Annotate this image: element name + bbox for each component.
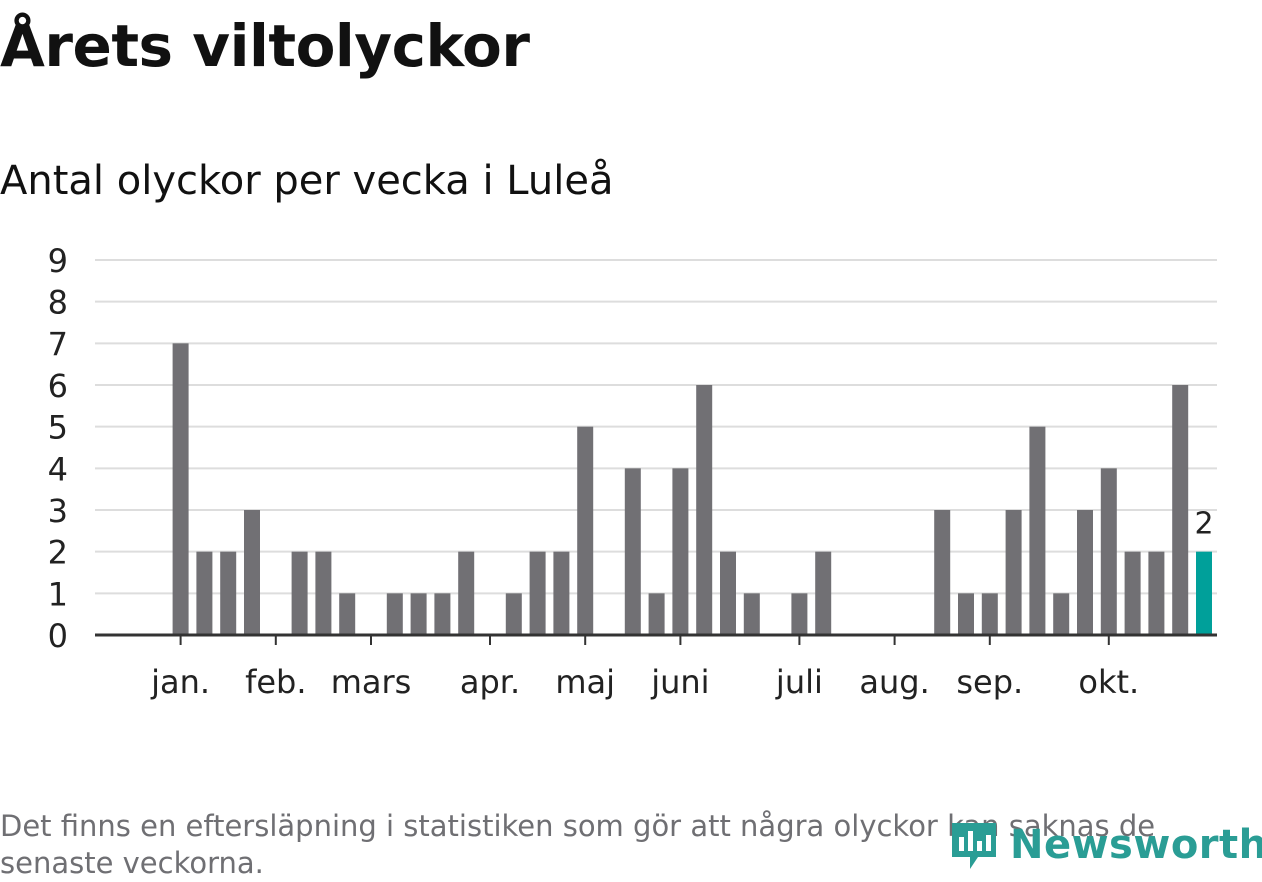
newsworthy-logo-icon — [952, 823, 996, 869]
bar — [958, 593, 974, 635]
bar — [386, 593, 403, 635]
bar — [791, 593, 808, 635]
y-axis-ticks: 0 12 3 45 6 78 9 — [48, 242, 68, 655]
grid-lines — [95, 259, 1217, 595]
bar — [244, 510, 260, 635]
x-tick-label: jan. — [150, 663, 210, 701]
bar — [672, 468, 689, 635]
bar — [172, 343, 189, 635]
x-tick-label: okt. — [1078, 663, 1139, 701]
bar — [1100, 468, 1117, 635]
x-tick-label: mars — [331, 663, 412, 701]
bar — [815, 551, 832, 635]
bar — [934, 510, 951, 635]
y-tick-label: 9 — [48, 242, 68, 280]
bar — [624, 468, 641, 635]
y-tick-label: 5 — [48, 409, 68, 447]
chart-subtitle: Antal olyckor per vecka i Luleå — [0, 158, 614, 204]
x-axis: jan. feb. mars apr. maj juni juli aug. sep. okt. — [95, 633, 1217, 701]
bar — [577, 426, 594, 635]
bar — [720, 551, 736, 635]
chart-title: Årets viltolyckor — [0, 12, 530, 80]
y-tick-label: 6 — [48, 367, 68, 405]
bar — [553, 551, 570, 635]
bar — [1029, 426, 1046, 635]
y-tick-label: 2 — [48, 534, 68, 572]
bar — [434, 593, 451, 635]
newsworthy-logo-text: Newsworthy — [1010, 822, 1262, 868]
bar — [196, 551, 213, 635]
bar — [291, 551, 308, 635]
bar — [1124, 551, 1141, 635]
x-tick-label: sep. — [956, 663, 1023, 701]
bar — [1172, 385, 1189, 635]
bar — [1077, 510, 1093, 635]
bar — [458, 551, 475, 635]
bar — [1148, 551, 1165, 635]
y-tick-label: 3 — [48, 492, 68, 530]
bar — [505, 593, 522, 635]
bar — [1053, 593, 1070, 635]
x-tick-label: feb. — [245, 663, 306, 701]
data-labels: 2 — [1194, 507, 1213, 542]
bar — [410, 593, 427, 635]
y-tick-label: 0 — [48, 617, 68, 655]
bar — [696, 385, 713, 635]
bars — [172, 343, 1212, 635]
bar — [315, 551, 332, 635]
highlight-value-label: 2 — [1194, 507, 1213, 542]
newsworthy-logo: Newsworthy — [948, 817, 1262, 873]
bar — [648, 593, 665, 635]
x-tick-label: apr. — [460, 663, 520, 701]
y-tick-label: 7 — [48, 325, 68, 363]
x-tick-label: aug. — [859, 663, 929, 701]
x-tick-label: maj — [555, 663, 615, 701]
bar — [1005, 510, 1022, 635]
bar — [981, 593, 998, 635]
x-tick-label: juni — [650, 663, 709, 701]
bar — [743, 593, 760, 635]
bar — [339, 593, 356, 635]
y-tick-label: 8 — [48, 284, 68, 322]
y-tick-label: 4 — [48, 450, 68, 488]
x-tick-label: juli — [775, 663, 823, 701]
bar-highlight — [1196, 551, 1212, 635]
bar — [529, 551, 546, 635]
bar — [220, 551, 237, 635]
y-tick-label: 1 — [48, 575, 68, 613]
